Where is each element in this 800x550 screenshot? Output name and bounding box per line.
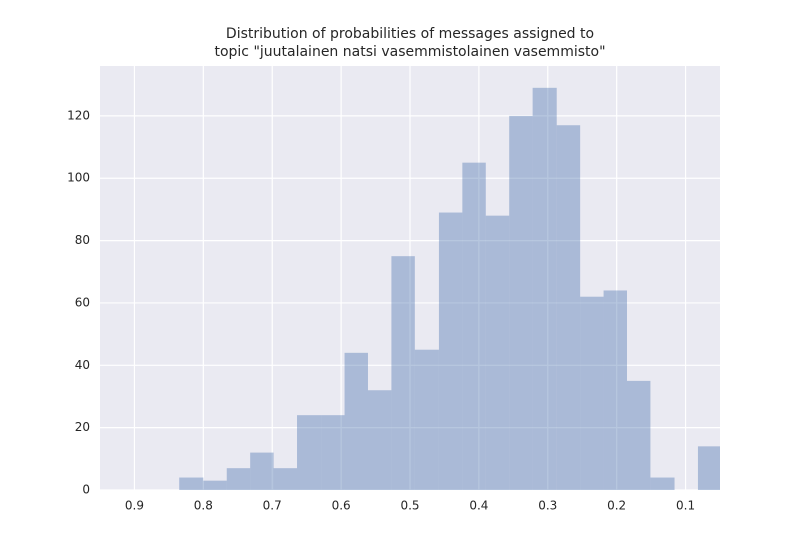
x-tick-label: 0.1	[676, 499, 695, 513]
y-tick-label: 80	[75, 233, 90, 247]
x-tick-label: 0.3	[538, 499, 557, 513]
chart-title: topic "juutalainen natsi vasemmistolaine…	[214, 44, 605, 60]
x-tick-label: 0.2	[607, 499, 626, 513]
bar	[179, 477, 204, 490]
bar	[414, 349, 439, 490]
bar	[321, 415, 345, 490]
bar	[556, 125, 581, 490]
x-tick-label: 0.9	[125, 499, 144, 513]
bar	[391, 256, 415, 490]
bar	[603, 290, 627, 490]
bar	[532, 87, 557, 490]
y-tick-label: 60	[75, 295, 90, 309]
bar	[650, 477, 675, 490]
bar	[367, 390, 392, 490]
bar	[203, 480, 227, 490]
bar	[297, 415, 322, 490]
chart-title: Distribution of probabilities of message…	[226, 26, 594, 42]
bar	[485, 215, 510, 490]
x-tick-label: 0.6	[332, 499, 351, 513]
bar	[627, 380, 651, 490]
bars	[179, 87, 720, 490]
y-tick-label: 40	[75, 358, 90, 372]
y-tick-label: 0	[82, 483, 90, 497]
bar	[438, 212, 463, 490]
bar	[273, 468, 298, 490]
bar	[509, 115, 533, 490]
x-tick-label: 0.5	[400, 499, 419, 513]
y-tick-label: 120	[67, 108, 90, 122]
x-tick-label: 0.7	[263, 499, 282, 513]
grid	[100, 66, 720, 491]
bar	[462, 162, 486, 490]
y-tick-label: 100	[67, 171, 90, 185]
x-tick-label: 0.8	[194, 499, 213, 513]
bar	[580, 296, 604, 490]
bar	[226, 468, 251, 490]
bar	[344, 352, 368, 490]
bar	[697, 446, 720, 490]
bar	[250, 452, 274, 490]
y-tick-label: 20	[75, 420, 90, 434]
x-tick-label: 0.4	[469, 499, 488, 513]
